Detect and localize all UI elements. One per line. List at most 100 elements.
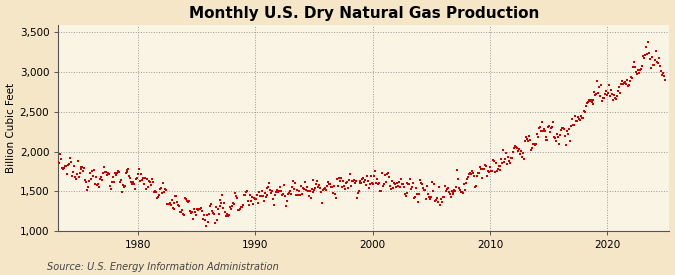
Point <box>115 178 126 183</box>
Point <box>459 182 470 186</box>
Point <box>591 92 602 96</box>
Point <box>192 208 203 212</box>
Point <box>479 163 490 167</box>
Point <box>513 149 524 154</box>
Point <box>418 188 429 192</box>
Point <box>486 168 497 173</box>
Point <box>433 200 443 205</box>
Point <box>246 199 256 203</box>
Point <box>492 167 503 171</box>
Point <box>133 171 144 176</box>
Point <box>413 200 424 204</box>
Point <box>238 193 249 197</box>
Point <box>101 169 111 174</box>
Point <box>357 177 368 181</box>
Point <box>176 210 187 214</box>
Point <box>387 186 398 190</box>
Point <box>228 200 239 205</box>
Point <box>570 114 580 118</box>
Point <box>234 207 244 212</box>
Point <box>536 119 547 124</box>
Point <box>502 162 513 166</box>
Point <box>188 217 198 221</box>
Point <box>479 167 489 172</box>
Point <box>564 139 575 143</box>
Point <box>539 128 550 133</box>
Point <box>462 177 472 181</box>
Point <box>463 175 474 180</box>
Point <box>264 181 275 185</box>
Point <box>620 80 630 84</box>
Point <box>281 198 292 203</box>
Point <box>321 188 331 192</box>
Point <box>129 182 140 186</box>
Point <box>575 114 586 118</box>
Point <box>592 79 603 83</box>
Point <box>641 45 652 49</box>
Point <box>642 52 653 56</box>
Point <box>269 203 279 207</box>
Point <box>574 117 585 122</box>
Point <box>338 184 349 188</box>
Point <box>408 181 418 185</box>
Point <box>121 169 132 174</box>
Point <box>107 175 118 180</box>
Point <box>501 150 512 155</box>
Point <box>337 185 348 189</box>
Point <box>583 100 593 104</box>
Point <box>491 169 502 173</box>
Point <box>601 89 612 93</box>
Point <box>68 164 79 168</box>
Point <box>221 213 232 218</box>
Point <box>414 191 425 196</box>
Point <box>134 166 144 171</box>
Point <box>135 178 146 183</box>
Point <box>199 218 210 222</box>
Point <box>503 155 514 159</box>
Point <box>559 126 570 131</box>
Point <box>112 169 123 173</box>
Point <box>647 54 657 59</box>
Point <box>346 184 356 188</box>
Point <box>178 212 189 216</box>
Point <box>255 193 266 198</box>
Point <box>325 182 335 186</box>
Point <box>562 129 572 133</box>
Point <box>103 170 113 175</box>
Point <box>554 142 564 146</box>
Point <box>590 92 601 97</box>
Point <box>383 175 394 179</box>
Point <box>581 101 592 105</box>
Point <box>263 185 274 189</box>
Point <box>153 195 163 200</box>
Point <box>177 208 188 213</box>
Point <box>246 195 257 200</box>
Point <box>585 98 596 102</box>
Point <box>568 123 578 128</box>
Point <box>327 185 338 190</box>
Point <box>449 188 460 192</box>
Point <box>146 177 157 182</box>
Point <box>416 181 427 186</box>
Point <box>340 180 351 185</box>
Point <box>453 177 464 181</box>
Point <box>566 124 576 128</box>
Point <box>362 174 373 178</box>
Point <box>298 186 309 191</box>
Point <box>394 185 405 189</box>
Point <box>598 95 609 100</box>
Point <box>511 144 522 149</box>
Point <box>639 56 650 60</box>
Point <box>315 186 326 190</box>
Point <box>468 171 479 175</box>
Point <box>618 81 629 85</box>
Point <box>335 179 346 183</box>
Point <box>96 175 107 179</box>
Point <box>435 197 446 201</box>
Point <box>126 180 137 185</box>
Point <box>74 171 85 175</box>
Point <box>340 187 350 191</box>
Point <box>538 126 549 131</box>
Point <box>110 172 121 177</box>
Point <box>373 182 383 186</box>
